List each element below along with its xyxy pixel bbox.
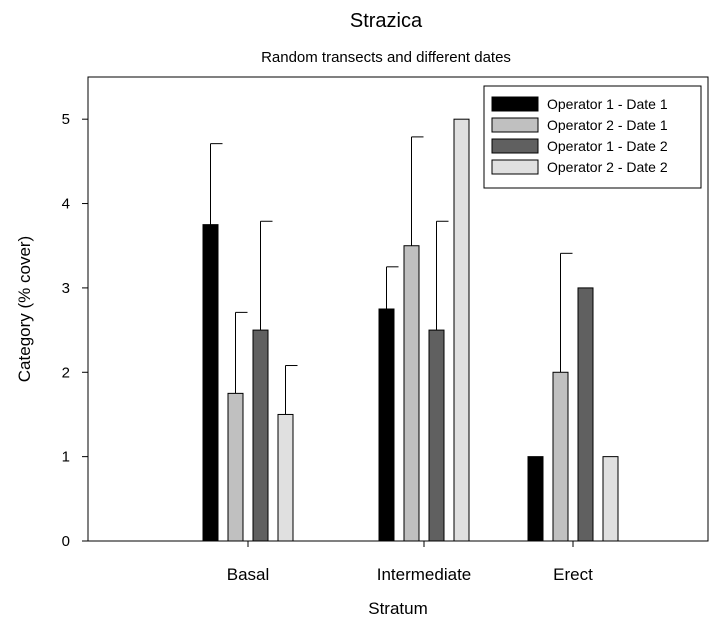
- y-tick-label: 4: [62, 196, 70, 213]
- bar: [252, 329, 269, 542]
- bars: [202, 118, 619, 542]
- bar: [453, 118, 470, 542]
- legend: Operator 1 - Date 1 Operator 2 - Date 1 Op…: [483, 85, 702, 189]
- x-axis: Basal Intermediate Erect: [227, 541, 593, 584]
- legend-swatch: [491, 96, 539, 112]
- bar: [227, 392, 244, 542]
- bar: [428, 329, 445, 542]
- legend-swatch: [491, 117, 539, 133]
- y-tick-label: 3: [62, 280, 70, 297]
- bar: [202, 224, 219, 542]
- y-tick-label: 5: [62, 111, 70, 128]
- legend-swatch: [491, 159, 539, 175]
- chart-title: Strazica: [350, 10, 423, 32]
- legend-label: Operator 2 - Date 1: [547, 117, 668, 133]
- y-axis-label: Category (% cover): [15, 236, 34, 382]
- bar: [552, 371, 569, 542]
- y-tick-label: 0: [62, 533, 70, 550]
- bar: [527, 456, 544, 542]
- y-tick-label: 2: [62, 364, 70, 381]
- bar: [577, 287, 594, 542]
- bar: [378, 308, 395, 542]
- y-tick-label: 1: [62, 449, 70, 466]
- error-bars: [210, 136, 573, 415]
- x-axis-label: Stratum: [368, 599, 428, 618]
- legend-label: Operator 1 - Date 1: [547, 96, 668, 112]
- x-tick-label: Erect: [553, 565, 593, 584]
- x-tick-label: Basal: [227, 565, 270, 584]
- legend-label: Operator 2 - Date 2: [547, 159, 668, 175]
- plot-frame: [87, 76, 709, 542]
- legend-swatch: [491, 138, 539, 154]
- y-axis: 0 1 2 3 4 5: [62, 111, 88, 550]
- x-tick-label: Intermediate: [377, 565, 472, 584]
- bar: [277, 413, 294, 542]
- bar: [602, 456, 619, 542]
- chart-subtitle: Random transects and different dates: [261, 49, 511, 66]
- legend-label: Operator 1 - Date 2: [547, 138, 668, 154]
- bar: [403, 245, 420, 542]
